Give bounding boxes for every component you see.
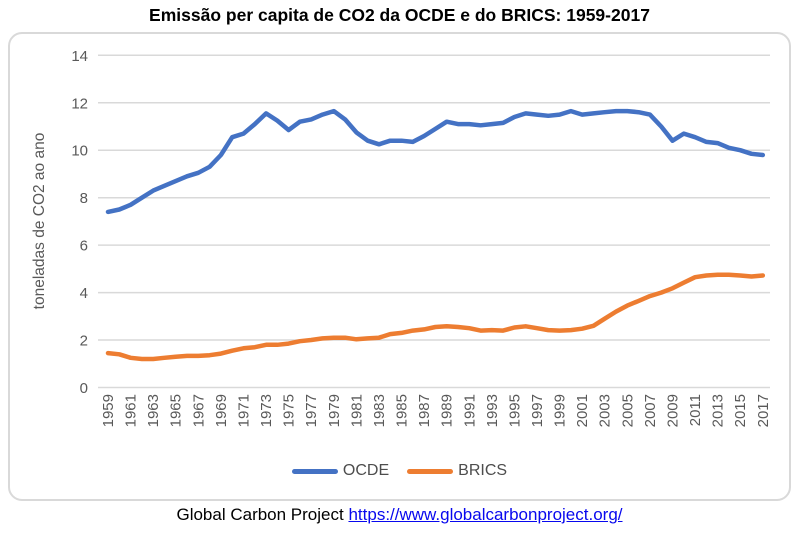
footer: Global Carbon Project https://www.global…: [0, 505, 799, 525]
ocde-line-swatch: [291, 468, 338, 474]
plot-area: 0 2 4 6 8 10 12 14 1959 1961 1963 1965 1967 1969 1971 1…: [31, 48, 772, 428]
x-tick-label: 1999: [552, 394, 569, 427]
x-tick-label: 1963: [145, 394, 162, 427]
x-tick-label: 2001: [574, 394, 591, 427]
x-tick-label: 1969: [213, 394, 230, 427]
legend-item-brics: BRICS: [407, 462, 507, 480]
x-tick-label: 1995: [506, 394, 523, 427]
x-tick-label: 1975: [281, 394, 298, 427]
chart-frame: 0 2 4 6 8 10 12 14 1959 1961 1963 1965 1967 1969 1971 1…: [8, 32, 791, 501]
legend-label-brics: BRICS: [458, 462, 508, 479]
x-tick-label: 1981: [348, 394, 365, 427]
x-tick-label: 1997: [529, 394, 546, 427]
x-tick-label: 2015: [732, 394, 749, 427]
brics-line-swatch: [407, 468, 454, 474]
y-tick-label: 10: [71, 143, 88, 160]
y-tick-label: 4: [80, 285, 88, 302]
x-tick-label: 1991: [461, 394, 478, 427]
x-tick-label: 2013: [710, 394, 727, 427]
x-tick-label: 1989: [439, 394, 456, 427]
legend-label-ocde: OCDE: [342, 462, 390, 479]
x-tick-label: 1959: [100, 394, 117, 427]
x-tick-label: 1961: [123, 394, 140, 427]
legend: OCDE BRICS: [10, 462, 789, 480]
x-tick-label: 1987: [416, 394, 433, 427]
brics-line: [105, 272, 766, 362]
x-tick-label: 2007: [642, 394, 659, 427]
footer-link[interactable]: https://www.globalcarbonproject.org/: [348, 505, 623, 524]
x-tick-label: 1993: [484, 394, 501, 427]
y-tick-label: 12: [71, 95, 88, 112]
chart-title: Emissão per capita de CO2 da OCDE e do B…: [149, 5, 650, 25]
x-tick-label: 1971: [236, 394, 253, 427]
x-tick-label: 1967: [190, 394, 207, 427]
x-tick-label: 2003: [597, 394, 614, 427]
x-tick-label: 1983: [371, 394, 388, 427]
ocde-line: [105, 108, 766, 215]
x-tick-label: 2005: [619, 394, 636, 427]
y-axis-title: toneladas de CO2 ao ano: [31, 133, 48, 310]
legend-item-ocde: OCDE: [291, 462, 390, 480]
x-tick-label: 1973: [258, 394, 275, 427]
x-tick-label: 2009: [665, 394, 682, 427]
x-tick-label: 1985: [394, 394, 411, 427]
x-tick-label: 1977: [303, 394, 320, 427]
x-tick-label: 2017: [755, 394, 772, 427]
x-tick-label: 1965: [168, 394, 185, 427]
footer-source-text: Global Carbon Project: [176, 505, 344, 524]
y-tick-label: 14: [71, 48, 88, 65]
x-tick-label: 2011: [687, 394, 704, 426]
y-tick-label: 2: [80, 333, 88, 350]
y-tick-label: 8: [80, 190, 88, 207]
y-tick-label: 6: [80, 238, 88, 255]
y-tick-label: 0: [80, 380, 88, 397]
x-tick-label: 1979: [326, 394, 343, 427]
